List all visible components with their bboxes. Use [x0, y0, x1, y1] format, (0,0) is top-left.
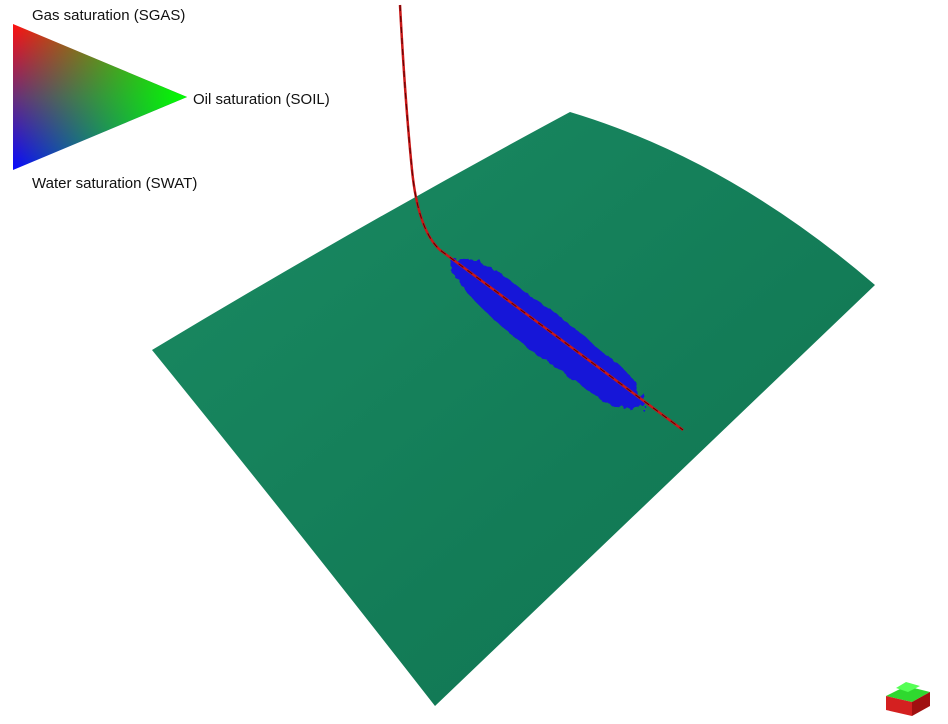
page: Gas saturation (SGAS) Oil saturation (SO…: [0, 0, 948, 724]
orientation-cube[interactable]: [886, 682, 930, 716]
legend-label: Oil saturation (SOIL): [193, 91, 330, 108]
scene-view: Gas saturation (SGAS) Oil saturation (SO…: [0, 0, 948, 724]
legend-label: Water saturation (SWAT): [32, 175, 197, 192]
legend-triangle-overlay: [13, 24, 187, 170]
reservoir-surface: [152, 112, 875, 706]
saturation-legend: Gas saturation (SGAS) Oil saturation (SO…: [13, 7, 330, 192]
legend-label: Gas saturation (SGAS): [32, 7, 185, 24]
